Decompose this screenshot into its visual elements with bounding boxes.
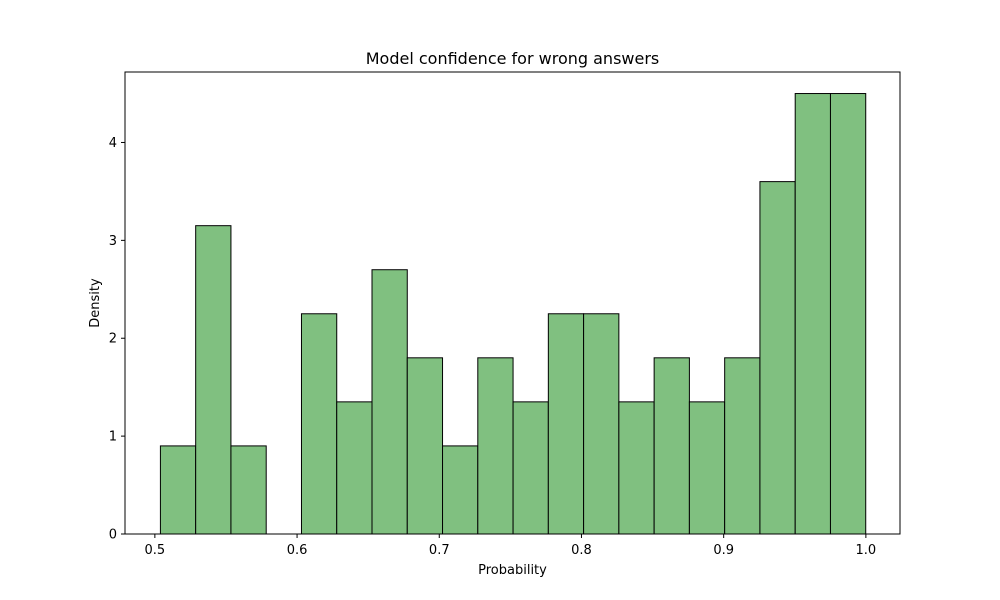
histogram-bar-9 — [442, 445, 479, 535]
histogram-bar-19 — [794, 93, 831, 535]
x-axis-label: Probability — [478, 563, 547, 578]
histogram-bar-14 — [618, 401, 655, 535]
histogram-bar-17 — [724, 357, 761, 535]
y-tick-label: 3 — [109, 234, 117, 249]
histogram-bar-8 — [406, 357, 444, 535]
x-tick-label: 0.5 — [145, 543, 166, 558]
histogram-bar-10 — [477, 357, 514, 535]
plot-frame — [124, 71, 901, 535]
histogram-bar-20 — [829, 93, 867, 535]
histogram-bar-3 — [230, 445, 267, 535]
histogram-bar-18 — [759, 181, 796, 535]
histogram-bar-16 — [688, 401, 726, 535]
y-tick-label: 2 — [109, 332, 117, 347]
y-tick-label: 4 — [109, 136, 117, 151]
histogram-bar-13 — [583, 313, 620, 535]
x-tick-label: 0.6 — [287, 543, 308, 558]
histogram-bar-12 — [547, 313, 585, 535]
histogram-bar-1 — [159, 445, 197, 535]
bars-group — [159, 93, 867, 535]
histogram-bar-6 — [336, 401, 373, 535]
x-tick-label: 0.9 — [713, 543, 734, 558]
axes-group: 0.5 0.6 0.7 0.8 0.9 1.0 0 1 2 3 4 — [109, 71, 901, 558]
x-tick-label: 1.0 — [856, 543, 877, 558]
chart-title: Model confidence for wrong answers — [366, 49, 660, 68]
histogram-bar-11 — [512, 401, 549, 535]
y-tick-label: 1 — [109, 430, 117, 445]
x-tick-label: 0.8 — [571, 543, 592, 558]
histogram-bar-2 — [195, 225, 232, 535]
y-axis-label: Density — [88, 278, 103, 328]
y-tick-label: 0 — [109, 528, 117, 543]
histogram-bar-15 — [653, 357, 690, 535]
histogram-bar-7 — [371, 269, 408, 535]
histogram-bar-5 — [300, 313, 338, 535]
x-tick-label: 0.7 — [429, 543, 450, 558]
